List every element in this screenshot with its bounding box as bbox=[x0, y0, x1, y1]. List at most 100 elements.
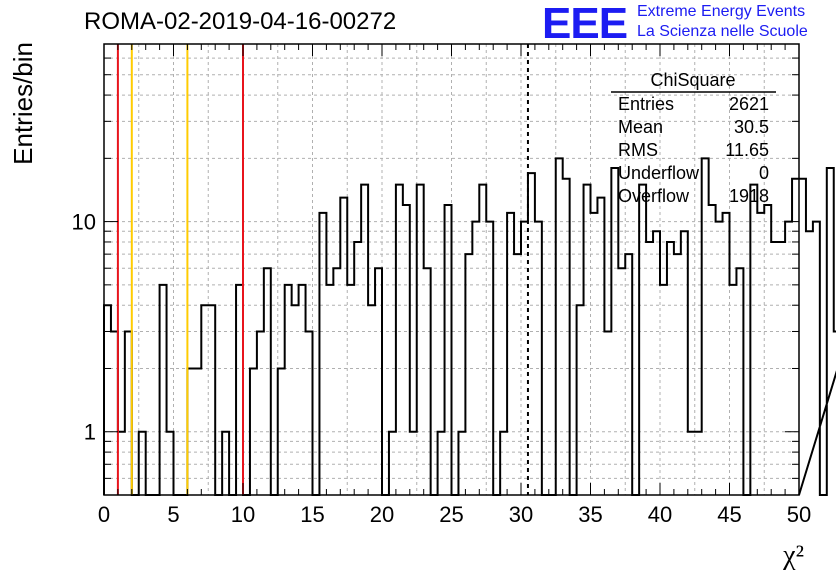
histogram-bin bbox=[445, 205, 452, 495]
histogram-bin bbox=[723, 213, 730, 495]
histogram-bin bbox=[563, 179, 570, 495]
histogram-bin bbox=[368, 305, 375, 495]
histogram-bars bbox=[103, 157, 836, 496]
histogram-bin bbox=[681, 231, 688, 495]
histogram-bin bbox=[396, 185, 403, 495]
histogram-bin bbox=[340, 198, 347, 495]
logo-text: EEE bbox=[542, 0, 628, 48]
histogram-bin bbox=[702, 158, 709, 495]
histogram-bin bbox=[354, 242, 361, 495]
histogram-bin bbox=[611, 168, 618, 495]
histogram-bin bbox=[514, 254, 521, 495]
histogram-bin bbox=[361, 185, 368, 495]
histogram-bin bbox=[730, 285, 737, 495]
histogram-bin bbox=[250, 368, 257, 495]
stats-value: 30.5 bbox=[734, 117, 769, 137]
histogram-bin bbox=[299, 285, 306, 495]
histogram-bin bbox=[111, 331, 118, 495]
histogram-bin bbox=[625, 254, 632, 495]
stats-label: Overflow bbox=[618, 186, 690, 206]
histogram-bin bbox=[306, 331, 313, 495]
histogram-bin bbox=[326, 285, 333, 495]
y-axis-title: Entries/bin bbox=[8, 42, 38, 165]
histogram-bin bbox=[653, 231, 660, 495]
histogram-bin bbox=[660, 285, 667, 495]
histogram-bin bbox=[597, 198, 604, 495]
histogram-bin bbox=[799, 179, 806, 495]
axis-titles: Entries/bin χ² bbox=[8, 42, 804, 571]
histogram-bin bbox=[577, 305, 584, 495]
x-axis-title: χ² bbox=[782, 540, 804, 571]
histogram-bin bbox=[333, 268, 340, 495]
tick-labels: 0 5 10 15 20 25 30 35 40 45 50 1 10 bbox=[72, 210, 812, 527]
histogram-bin bbox=[674, 254, 681, 495]
histogram-bin bbox=[709, 205, 716, 495]
histogram-bin bbox=[521, 222, 528, 495]
histogram-bin bbox=[292, 305, 299, 495]
histogram-bin bbox=[778, 242, 785, 495]
histogram-bin bbox=[465, 254, 472, 495]
histogram-bin bbox=[667, 242, 674, 495]
histogram-bin bbox=[278, 368, 285, 495]
histogram-bin bbox=[104, 305, 111, 495]
x-tick-label: 25 bbox=[439, 502, 463, 527]
histogram-bin bbox=[716, 222, 723, 495]
x-tick-label: 40 bbox=[648, 502, 672, 527]
histogram-bin bbox=[556, 158, 563, 495]
y-tick-label: 10 bbox=[72, 210, 96, 235]
histogram-bin bbox=[507, 213, 514, 495]
logo-line-1: Extreme Energy Events bbox=[637, 3, 806, 20]
stats-label: Entries bbox=[618, 94, 674, 114]
stats-box: ChiSquare Entries 2621 Mean 30.5 RMS 11.65 Unde… bbox=[611, 70, 776, 206]
histogram-bin bbox=[208, 305, 215, 495]
histogram-bin bbox=[750, 185, 757, 495]
histogram-bin bbox=[410, 432, 417, 495]
histogram-bin bbox=[458, 432, 465, 495]
histogram-bin bbox=[688, 432, 695, 495]
x-tick-label: 35 bbox=[578, 502, 602, 527]
histogram-bin bbox=[736, 268, 743, 495]
x-tick-label: 5 bbox=[167, 502, 179, 527]
histogram-bin bbox=[785, 222, 792, 495]
y-tick-label: 1 bbox=[84, 420, 96, 445]
stats-label: Mean bbox=[618, 117, 663, 137]
histogram-bin bbox=[500, 432, 507, 495]
histogram-bin bbox=[813, 222, 820, 495]
histogram-bin bbox=[584, 185, 591, 495]
histogram-bin bbox=[827, 168, 834, 495]
histogram-bin bbox=[757, 213, 764, 495]
histogram-bin bbox=[389, 432, 396, 495]
stats-value: 1918 bbox=[729, 186, 769, 206]
histogram-bin bbox=[375, 268, 382, 495]
histogram-bin bbox=[319, 213, 326, 495]
histogram-bin bbox=[167, 432, 174, 495]
x-tick-label: 30 bbox=[509, 502, 533, 527]
histogram-bin bbox=[201, 305, 208, 495]
histogram-bin bbox=[479, 185, 486, 495]
histogram-bin bbox=[139, 432, 146, 495]
histogram-bin bbox=[771, 242, 778, 495]
histogram-bin bbox=[285, 285, 292, 495]
histogram-bin bbox=[187, 368, 194, 495]
histogram-bin bbox=[486, 222, 493, 495]
histogram-bin bbox=[764, 205, 771, 495]
threshold-lines bbox=[116, 44, 529, 495]
histogram-bin bbox=[160, 285, 167, 495]
histogram-bin bbox=[194, 368, 201, 495]
x-tick-label: 50 bbox=[787, 502, 811, 527]
logo-line-2: La Scienza nelle Scuole bbox=[637, 23, 808, 40]
histogram-bin bbox=[347, 285, 354, 495]
histogram-bin bbox=[264, 268, 271, 495]
histogram-bin bbox=[528, 173, 535, 495]
stats-label: RMS bbox=[618, 140, 658, 160]
chart-title: ROMA-02-2019-04-16-00272 bbox=[84, 8, 397, 35]
x-tick-label: 10 bbox=[231, 502, 255, 527]
histogram-bin bbox=[417, 185, 424, 495]
x-tick-label: 45 bbox=[717, 502, 741, 527]
stats-value: 2621 bbox=[729, 94, 769, 114]
histogram-bin bbox=[618, 268, 625, 495]
stats-value: 0 bbox=[759, 163, 769, 183]
x-tick-label: 20 bbox=[370, 502, 394, 527]
histogram-bin bbox=[535, 222, 542, 495]
